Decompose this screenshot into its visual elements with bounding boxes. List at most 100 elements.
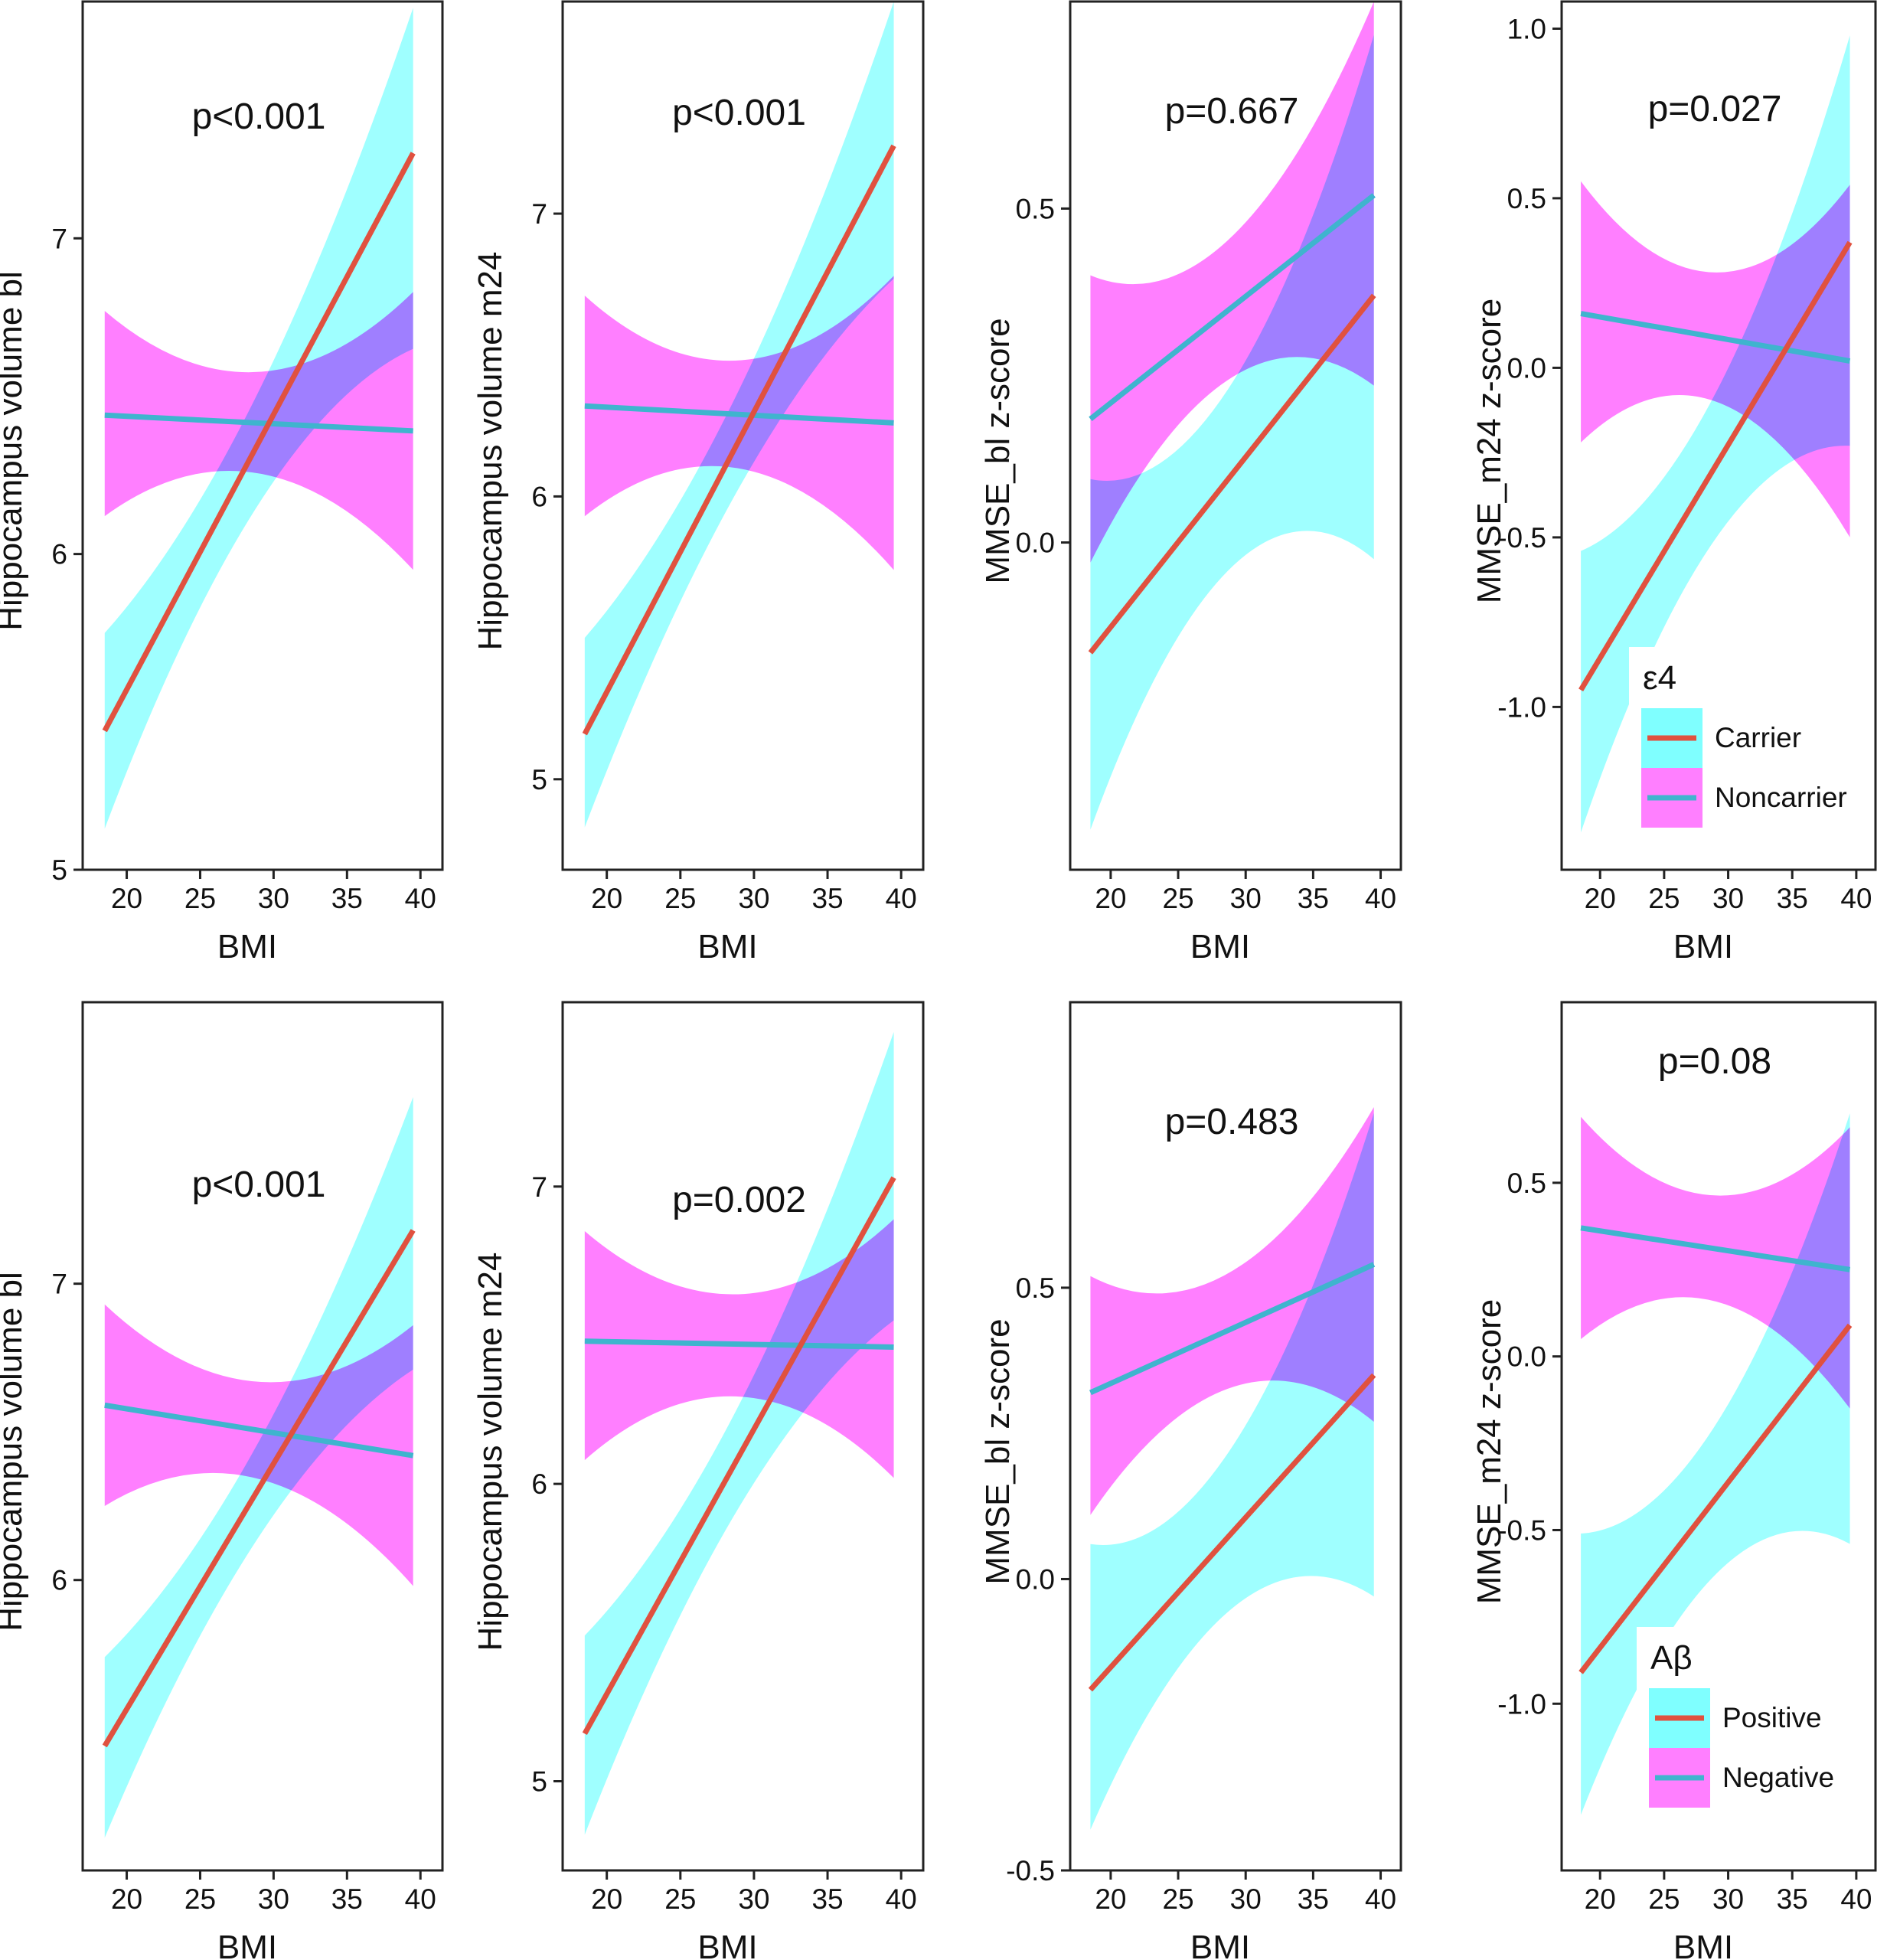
y-axis-title: MMSE_m24 z-score	[1471, 1299, 1508, 1605]
y-tick-label: 7	[51, 223, 67, 254]
y-axis-title: MMSE_bl z-score	[979, 1318, 1017, 1584]
x-tick-label: 25	[184, 1883, 216, 1915]
fit-line-carrier	[582, 144, 896, 736]
x-tick-label: 35	[1298, 883, 1329, 914]
x-tick-label: 40	[1840, 883, 1872, 914]
legend-title: ε4	[1643, 659, 1676, 697]
y-axis-title: Hippocampus volume bl	[0, 1272, 29, 1632]
confidence-band-negative	[1090, 1106, 1374, 1515]
confidence-band-carrier	[104, 8, 413, 829]
panel-r1-c3: 20 25 30 35 40 0.0 0.5 BMI MMSE_bl z-score p=0.66…	[979, 0, 1402, 965]
confidence-band-positive	[104, 1096, 413, 1838]
panel-r2-c4: 20 25 30 35 40 -1.0 -0.5 0.0 0.5 BMI MMSE_m24 z-sc…	[1471, 1001, 1877, 1960]
confidence-band-positive	[1090, 1112, 1374, 1830]
fit-line-carrier	[1578, 240, 1853, 692]
fit-line-negative	[1089, 1262, 1376, 1396]
y-tick-label: -1.0	[1497, 1688, 1546, 1720]
y-axis-title: MMSE_bl z-score	[979, 318, 1017, 583]
x-tick-label: 30	[1230, 883, 1262, 914]
legend-label: Carrier	[1715, 722, 1801, 753]
x-tick-label: 35	[811, 883, 843, 914]
fit-line-positive	[1088, 1373, 1376, 1692]
y-tick-label: 0.5	[1507, 183, 1546, 214]
p-value-annotation: p<0.001	[192, 96, 326, 137]
x-axis-title: BMI	[1673, 1929, 1733, 1960]
y-tick-label: 0.0	[1507, 1341, 1546, 1373]
x-tick-label: 25	[1162, 1883, 1193, 1915]
plot-area	[102, 1096, 416, 1838]
x-tick-label: 20	[591, 1883, 622, 1915]
legend-label: Positive	[1722, 1702, 1822, 1733]
panel-frame	[81, 0, 444, 871]
x-tick-label: 40	[1365, 1883, 1396, 1915]
x-tick-label: 40	[886, 1883, 917, 1915]
plot-area	[102, 8, 416, 829]
x-tick-label: 25	[184, 883, 216, 914]
x-tick-label: 25	[664, 1883, 696, 1915]
fit-line-carrier	[1088, 293, 1376, 655]
fit-line-negative	[1580, 1225, 1851, 1272]
panel-r2-c2: 20 25 30 35 40 5 6 7 BMI Hippocampus volume m24 p=…	[472, 1001, 925, 1960]
p-value-annotation: p=0.667	[1165, 91, 1299, 132]
y-tick-label: -0.5	[1497, 1514, 1546, 1546]
x-axis-title: BMI	[1190, 1929, 1250, 1960]
fit-line-noncarrier	[1089, 193, 1376, 421]
x-tick-label: 25	[1162, 883, 1193, 914]
y-tick-label: 0.0	[1016, 1563, 1055, 1595]
x-axis-title: BMI	[697, 928, 757, 965]
legend-title: Aβ	[1650, 1639, 1693, 1677]
x-tick-label: 20	[111, 883, 142, 914]
x-axis-title: BMI	[1190, 928, 1250, 965]
panel-r2-c1: 20 25 30 35 40 6 7 BMI Hippocampus volume bl p<0.…	[0, 1001, 444, 1960]
y-tick-label: 6	[531, 1468, 547, 1500]
y-tick-label: -0.5	[1006, 1855, 1055, 1886]
x-tick-label: 20	[1585, 1883, 1616, 1915]
panel-frame	[561, 0, 925, 871]
y-axis-title: Hippocampus volume m24	[472, 252, 509, 651]
y-tick-label: -1.0	[1497, 691, 1546, 723]
legend-label: Negative	[1722, 1762, 1834, 1793]
x-tick-label: 20	[1095, 883, 1126, 914]
y-tick-label: 0.5	[1016, 1272, 1055, 1304]
plot-area	[1578, 35, 1853, 833]
x-tick-label: 35	[811, 1883, 843, 1915]
x-tick-label: 25	[1648, 1883, 1680, 1915]
x-tick-label: 40	[405, 1883, 436, 1915]
y-axis-title: Hippocampus volume m24	[472, 1253, 509, 1651]
y-tick-label: 6	[51, 1565, 67, 1596]
p-value-annotation: p=0.483	[1165, 1102, 1299, 1142]
plot-area	[582, 1031, 896, 1835]
x-tick-label: 40	[1840, 1883, 1872, 1915]
legend: ε4 Carrier Noncarrier	[1629, 647, 1866, 840]
y-tick-label: 7	[51, 1269, 67, 1300]
panel-r1-c4: 20 25 30 35 40 -1.0 -0.5 0.0 0.5 1.0 BMI MMSE_m24 z…	[1471, 0, 1877, 965]
y-tick-label: -0.5	[1497, 522, 1546, 554]
confidence-band-carrier	[1581, 35, 1850, 833]
x-tick-label: 35	[331, 1883, 363, 1915]
x-axis-title: BMI	[217, 1929, 277, 1960]
x-tick-label: 35	[331, 883, 363, 914]
p-value-annotation: p<0.001	[192, 1165, 326, 1205]
x-tick-label: 25	[664, 883, 696, 914]
fit-line-negative	[584, 1338, 894, 1350]
y-tick-label: 7	[531, 1171, 547, 1203]
p-value-annotation: p=0.08	[1658, 1041, 1771, 1082]
confidence-band-noncarrier	[1090, 2, 1374, 563]
panel-frame	[1069, 1001, 1402, 1872]
p-value-annotation: p<0.001	[672, 93, 806, 133]
x-tick-label: 30	[738, 1883, 769, 1915]
y-tick-label: 5	[531, 764, 547, 795]
x-tick-label: 20	[1095, 1883, 1126, 1915]
x-tick-label: 30	[738, 883, 769, 914]
y-tick-label: 5	[51, 854, 67, 886]
panel-frame	[1560, 1001, 1877, 1872]
fit-line-negative	[104, 1402, 414, 1459]
x-tick-label: 20	[1585, 883, 1616, 914]
panel-r1-c2: 20 25 30 35 40 5 6 7 BMI Hippocampus volume m24 p<…	[472, 0, 925, 965]
y-tick-label: 6	[531, 481, 547, 512]
y-tick-label: 1.0	[1507, 13, 1546, 44]
x-axis-title: BMI	[697, 1929, 757, 1960]
y-tick-label: 0.0	[1507, 352, 1546, 384]
x-tick-label: 35	[1298, 1883, 1329, 1915]
